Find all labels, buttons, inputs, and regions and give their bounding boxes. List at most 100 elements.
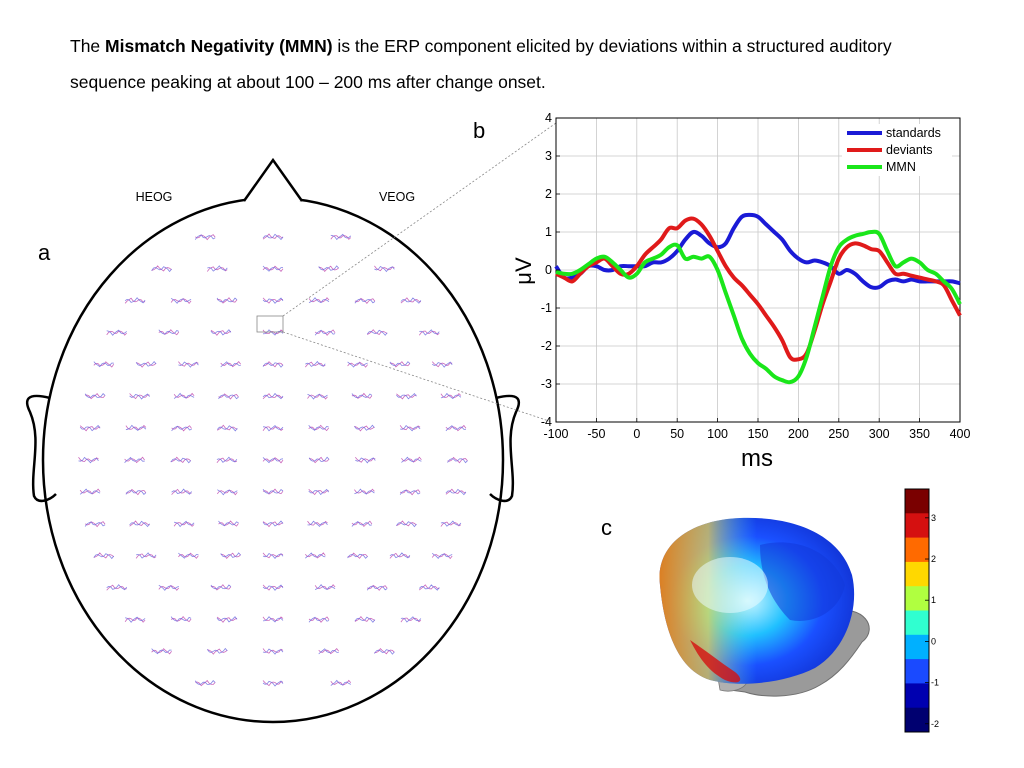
electrode-trace <box>206 647 228 654</box>
electrode-trace <box>400 297 422 304</box>
left-ear-outline <box>25 394 57 503</box>
electrode-trace <box>79 488 101 495</box>
electrode-trace <box>218 394 239 400</box>
electrode-trace <box>106 584 128 591</box>
electrode-trace <box>308 616 330 623</box>
head-map: HEOG VEOG <box>25 122 557 724</box>
electrode-trace <box>129 393 150 400</box>
x-tick-label: 250 <box>828 427 849 441</box>
electrode-trace <box>262 233 284 241</box>
electrode-trace <box>419 329 440 336</box>
electrode-trace <box>151 648 172 655</box>
electrode-trace <box>171 488 192 495</box>
colorbar-cell <box>905 513 929 539</box>
electrode-trace <box>431 552 453 560</box>
y-tick-label: 2 <box>545 187 552 201</box>
electrode-trace <box>354 488 375 495</box>
panel-label-b: b <box>473 118 486 143</box>
electrode-trace <box>314 329 336 336</box>
electrode-trace <box>307 520 328 528</box>
electrode-trace <box>158 329 179 335</box>
electrode-trace <box>216 297 238 303</box>
nose-outline <box>242 157 304 202</box>
electrode-trace <box>445 425 466 432</box>
electrode-trace <box>354 615 376 622</box>
electrode-trace <box>106 329 127 336</box>
electrode-trace <box>419 584 440 591</box>
panel-label-c: c <box>601 515 612 540</box>
electrode-trace <box>158 329 180 336</box>
electrode-trace <box>262 488 284 494</box>
electrode-trace <box>194 234 216 241</box>
electrode-trace <box>389 552 411 559</box>
electrode-trace <box>84 521 106 528</box>
electrode-trace <box>217 424 238 431</box>
electrode-trace <box>262 584 283 591</box>
electrode-trace <box>351 392 373 399</box>
electrode-trace <box>262 521 284 528</box>
colorbar-tick-label: 3 <box>931 513 936 523</box>
electrode-trace <box>401 456 422 463</box>
electrode-trace <box>431 361 453 368</box>
colorbar-tick-label: -1 <box>931 678 939 688</box>
scalp-blue-region <box>760 542 845 621</box>
electrode-trace <box>171 425 192 432</box>
electrode-trace <box>399 489 421 495</box>
electrode-trace <box>262 648 284 655</box>
electrode-trace <box>431 361 453 368</box>
y-tick-label: 1 <box>545 225 552 239</box>
chart-series <box>554 212 962 385</box>
electrode-trace <box>445 488 467 496</box>
chart-ticks: -100 -50 0 50 100 150 200 250 300 350 400 4 3 2 1 0 -1 -2… <box>541 111 971 441</box>
electrode-trace <box>308 297 330 304</box>
electrode-trace <box>173 392 195 399</box>
colorbar-ticks: 3 2 1 0 -1 -2 <box>925 513 939 729</box>
electrode-trace <box>79 425 101 432</box>
x-tick-label: 200 <box>788 427 809 441</box>
x-tick-label: 300 <box>869 427 890 441</box>
electrode-trace <box>400 297 421 304</box>
x-tick-label: 400 <box>950 427 971 441</box>
electrode-trace <box>125 490 147 495</box>
electrode-trace <box>307 393 328 400</box>
electrode-trace <box>262 233 284 240</box>
electrode-trace <box>308 616 330 623</box>
electrode-trace <box>178 552 199 559</box>
electrode-trace <box>170 457 192 464</box>
y-tick-label: -2 <box>541 339 552 353</box>
electrode-trace <box>262 552 284 560</box>
x-tick-label: 50 <box>670 427 684 441</box>
electrode-trace <box>262 488 284 495</box>
electrode-trace <box>304 552 326 559</box>
electrode-trace <box>355 457 376 464</box>
electrode-trace <box>447 458 468 464</box>
electrode-trace <box>318 647 340 655</box>
electrode-trace <box>330 233 352 241</box>
electrode-trace <box>396 392 417 400</box>
electrode-trace <box>129 520 150 527</box>
electrode-trace <box>399 489 421 496</box>
electrode-trace <box>124 456 145 463</box>
title-prefix: The <box>70 36 106 56</box>
electrode-trace <box>124 297 146 304</box>
electrode-trace <box>78 456 99 464</box>
electrode-trace <box>431 553 453 560</box>
electrode-trace <box>308 456 330 462</box>
colorbar-cell <box>905 537 929 563</box>
electrode-trace <box>262 297 284 304</box>
electrode-trace <box>262 616 284 623</box>
electrode-trace <box>262 297 284 304</box>
electrode-trace <box>170 297 192 304</box>
electrode-trace <box>125 424 147 432</box>
electrode-trace <box>124 616 146 623</box>
electrode-trace <box>351 393 373 399</box>
electrode-trace <box>210 329 232 336</box>
electrode-trace <box>400 616 422 623</box>
electrode-trace <box>84 521 106 527</box>
electrode-trace <box>396 393 417 400</box>
colorbar-tick-label: 2 <box>931 554 936 564</box>
electrode-trace <box>262 362 284 368</box>
electrode-trace <box>445 424 467 432</box>
electrode-trace <box>314 329 336 336</box>
electrode-trace <box>367 584 388 591</box>
